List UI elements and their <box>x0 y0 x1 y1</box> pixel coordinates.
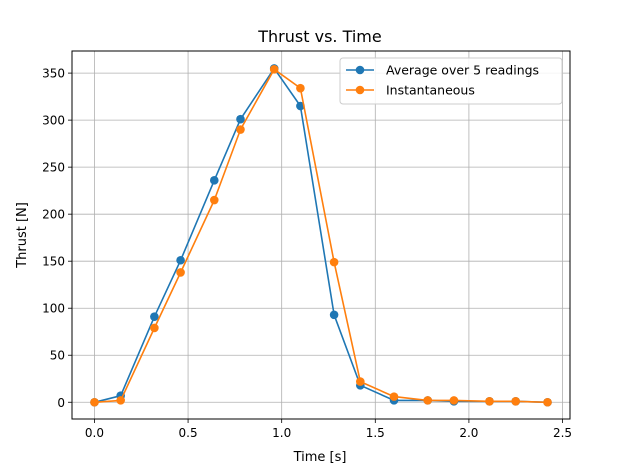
series-layer <box>90 64 552 407</box>
data-point <box>511 397 521 406</box>
legend-label: Instantaneous <box>386 83 475 98</box>
x-tick-label: 2.5 <box>553 426 572 440</box>
data-point <box>236 114 245 124</box>
y-tick-label: 300 <box>42 114 65 128</box>
y-tick-label: 150 <box>42 255 65 269</box>
data-point <box>296 83 305 93</box>
grid <box>72 51 570 419</box>
x-tick-label: 2.0 <box>459 426 478 440</box>
data-point <box>543 397 552 407</box>
data-point <box>176 268 185 277</box>
data-point <box>176 255 185 265</box>
data-point <box>116 396 125 405</box>
data-point <box>209 176 219 185</box>
data-point <box>356 377 365 386</box>
y-tick-label: 200 <box>42 208 65 222</box>
data-point <box>296 101 305 111</box>
legend: Average over 5 readings Instantaneous <box>339 57 563 105</box>
data-point <box>269 65 279 74</box>
x-tick-label: 0.5 <box>179 426 198 440</box>
data-point <box>389 392 399 401</box>
y-tick-label: 50 <box>50 349 65 363</box>
x-tick-label: 1.0 <box>272 426 291 440</box>
y-tick-label: 350 <box>42 67 65 81</box>
plot-area-frame <box>71 50 571 420</box>
legend-swatch-marker <box>355 85 365 95</box>
data-point <box>209 195 219 205</box>
chart-title: Thrust vs. Time <box>257 27 381 46</box>
data-point <box>150 312 159 321</box>
series-line-2 <box>94 68 548 404</box>
data-point <box>423 396 433 405</box>
y-tick-label: 0 <box>57 396 65 410</box>
data-point <box>329 310 339 320</box>
x-tick-label: 0.0 <box>85 426 104 440</box>
data-point <box>449 396 459 405</box>
legend-swatch-marker <box>355 65 365 75</box>
data-point <box>150 323 159 333</box>
x-tick-label: 1.5 <box>366 426 385 440</box>
data-point <box>485 397 494 406</box>
y-tick-label: 250 <box>42 161 65 175</box>
axis-ticks: 0.0 0.5 1.0 1.5 2.0 2.5 0 50 100 150 200 250 300 350 <box>42 67 572 440</box>
y-tick-label: 100 <box>42 302 65 316</box>
data-point <box>236 125 245 134</box>
y-axis-label: Thrust [N] <box>15 202 30 269</box>
legend-box <box>339 57 563 105</box>
x-axis-label: Time [s] <box>293 450 347 465</box>
data-point <box>329 257 339 267</box>
legend-label: Average over 5 readings <box>386 63 539 78</box>
data-point <box>90 397 99 407</box>
